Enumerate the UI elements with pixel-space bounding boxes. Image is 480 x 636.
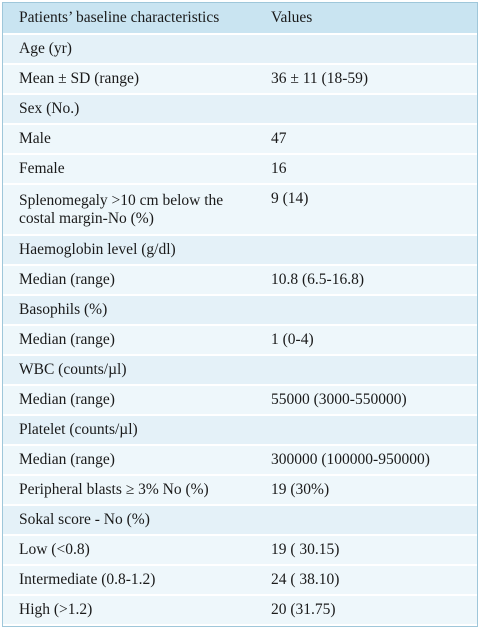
table-body: Age (yr) Mean ± SD (range) 36 ± 11 (18-59)…: [3, 34, 477, 626]
data-row: Male 47: [3, 124, 477, 155]
row-label: Intermediate (0.8-1.2): [3, 565, 263, 596]
row-label: High (>1.2): [3, 595, 263, 626]
row-value: 19 (30%): [263, 475, 477, 506]
table: Patients’ baseline characteristics Value…: [3, 3, 477, 626]
data-row: Median (range) 10.8 (6.5-16.8): [3, 265, 477, 296]
data-row: Median (range) 1 (0-4): [3, 325, 477, 356]
section-label: WBC (counts/µl): [3, 355, 477, 386]
header-cell: Values: [263, 3, 477, 35]
section-row: Platelet (counts/µl): [3, 415, 477, 446]
section-label: Sokal score - No (%): [3, 505, 477, 536]
row-value: 36 ± 11 (18-59): [263, 64, 477, 95]
data-row: Low (<0.8) 19 ( 30.15): [3, 535, 477, 566]
row-label: Peripheral blasts ≥ 3% No (%): [3, 475, 263, 506]
table-container: Patients’ baseline characteristics Value…: [2, 2, 478, 627]
data-row: Splenomegaly >10 cm below the costal mar…: [3, 184, 477, 236]
row-label: Median (range): [3, 385, 263, 416]
row-label: Median (range): [3, 325, 263, 356]
row-value: 300000 (100000-950000): [263, 445, 477, 476]
row-value: 19 ( 30.15): [263, 535, 477, 566]
section-row: Sex (No.): [3, 94, 477, 125]
row-value: 16: [263, 154, 477, 185]
data-row: Intermediate (0.8-1.2) 24 ( 38.10): [3, 565, 477, 596]
section-row: WBC (counts/µl): [3, 355, 477, 386]
row-value: 1 (0-4): [263, 325, 477, 356]
data-row: Mean ± SD (range) 36 ± 11 (18-59): [3, 64, 477, 95]
row-label: Median (range): [3, 265, 263, 296]
row-label: Female: [3, 154, 263, 185]
section-label: Basophils (%): [3, 295, 477, 326]
row-value: 9 (14): [263, 184, 477, 236]
row-value: 20 (31.75): [263, 595, 477, 626]
section-row: Age (yr): [3, 34, 477, 65]
data-row: Peripheral blasts ≥ 3% No (%) 19 (30%): [3, 475, 477, 506]
row-value: 55000 (3000-550000): [263, 385, 477, 416]
data-row: High (>1.2) 20 (31.75): [3, 595, 477, 626]
section-label: Haemoglobin level (g/dl): [3, 235, 477, 266]
data-row: Female 16: [3, 154, 477, 185]
row-value: 24 ( 38.10): [263, 565, 477, 596]
data-row: Median (range) 300000 (100000-950000): [3, 445, 477, 476]
header-cell: Patients’ baseline characteristics: [3, 3, 263, 35]
row-label: Median (range): [3, 445, 263, 476]
row-label: Low (<0.8): [3, 535, 263, 566]
row-label: Splenomegaly >10 cm below the costal mar…: [3, 184, 263, 236]
section-label: Age (yr): [3, 34, 477, 65]
section-label: Platelet (counts/µl): [3, 415, 477, 446]
section-row: Sokal score - No (%): [3, 505, 477, 536]
header-row: Patients’ baseline characteristics Value…: [3, 3, 477, 35]
section-row: Basophils (%): [3, 295, 477, 326]
section-label: Sex (No.): [3, 94, 477, 125]
row-value: 47: [263, 124, 477, 155]
row-value: 10.8 (6.5-16.8): [263, 265, 477, 296]
data-row: Median (range) 55000 (3000-550000): [3, 385, 477, 416]
row-label: Male: [3, 124, 263, 155]
section-row: Haemoglobin level (g/dl): [3, 235, 477, 266]
row-label: Mean ± SD (range): [3, 64, 263, 95]
